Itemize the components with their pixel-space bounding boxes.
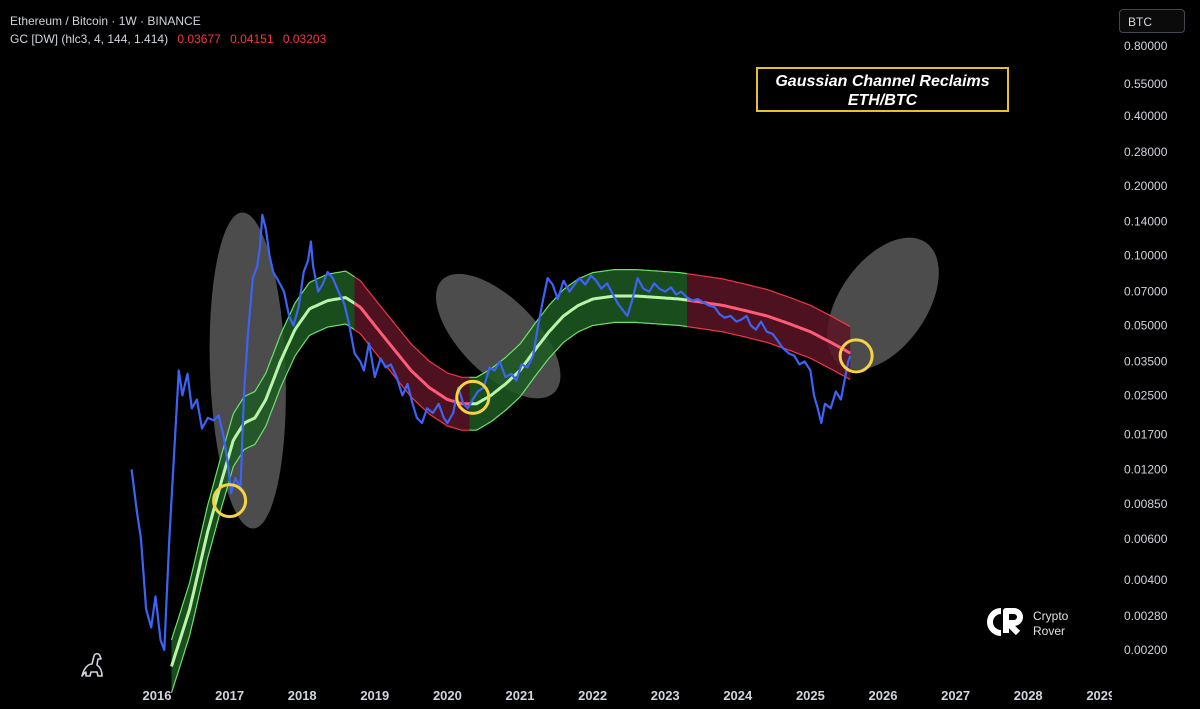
channel-bear-mid-2 bbox=[686, 298, 852, 355]
y-tick-label-17: 0.00280 bbox=[1124, 609, 1168, 623]
channel-bull-lower-2 bbox=[469, 321, 688, 431]
unit-badge[interactable]: BTC bbox=[1119, 9, 1185, 33]
channel-bear-mid-1 bbox=[353, 302, 470, 406]
y-tick-label-7: 0.10000 bbox=[1124, 249, 1168, 263]
x-tick-label-2028: 2028 bbox=[1014, 688, 1043, 703]
symbol-line[interactable]: Ethereum / Bitcoin · 1W · BINANCE bbox=[10, 14, 201, 28]
channel-bull-mid-1 bbox=[170, 296, 356, 667]
channel-bull-band-1 bbox=[171, 271, 355, 693]
x-tick-label-2020: 2020 bbox=[433, 688, 462, 703]
x-tick-label-2029: 2029 bbox=[1086, 688, 1115, 703]
y-tick-label-1: 0.80000 bbox=[1124, 39, 1168, 53]
channel-bear-upper-1 bbox=[354, 276, 470, 378]
y-tick-label-11: 0.02500 bbox=[1124, 388, 1168, 402]
indicator-label: GC [DW] (hlc3, 4, 144, 1.414) bbox=[10, 32, 169, 46]
price-line-layer bbox=[130, 213, 852, 652]
branding-text: Crypto Rover bbox=[1033, 609, 1068, 639]
x-tick-label-2017: 2017 bbox=[215, 688, 244, 703]
x-tick-label-2024: 2024 bbox=[723, 688, 753, 703]
y-tick-label-9: 0.05000 bbox=[1124, 319, 1168, 333]
indicator-line[interactable]: GC [DW] (hlc3, 4, 144, 1.414) 0.03677 0.… bbox=[10, 30, 326, 48]
channel-bear-lower-2 bbox=[686, 326, 851, 381]
x-tick-label-2022: 2022 bbox=[578, 688, 607, 703]
x-tick-label-2025: 2025 bbox=[796, 688, 825, 703]
y-tick-label-13: 0.01200 bbox=[1124, 462, 1168, 476]
x-tick-label-2027: 2027 bbox=[941, 688, 970, 703]
y-tick-label-10: 0.03500 bbox=[1124, 354, 1168, 368]
channel-bull-lower-1 bbox=[170, 323, 355, 693]
highlight-circle-3 bbox=[838, 338, 874, 374]
x-axis[interactable]: 2016 2017 2018 2019 2020 2021 2022 2023 2024 2025… bbox=[143, 688, 1116, 703]
price-line bbox=[130, 213, 852, 652]
channel-bull-mid-2 bbox=[469, 294, 688, 406]
y-tick-label-14: 0.00850 bbox=[1124, 497, 1168, 511]
channel-bull-band-2 bbox=[469, 269, 687, 431]
x-tick-label-2023: 2023 bbox=[651, 688, 680, 703]
gaussian-channel bbox=[170, 269, 852, 693]
y-axis[interactable]: 0.80000 0.55000 0.40000 0.28000 0.20000 0.140… bbox=[1124, 39, 1168, 657]
y-tick-label-2: 0.55000 bbox=[1124, 77, 1168, 91]
highlight-circle-1 bbox=[212, 483, 248, 519]
dinosaur-icon bbox=[81, 652, 103, 677]
highlight-circle-2 bbox=[455, 379, 491, 415]
y-tick-label-15: 0.00600 bbox=[1124, 532, 1168, 546]
y-tick-label-8: 0.07000 bbox=[1124, 285, 1168, 299]
channel-bear-band-2 bbox=[687, 273, 851, 380]
highlight-circles bbox=[212, 338, 874, 519]
crypto-rover-logo-icon bbox=[987, 608, 1023, 636]
y-tick-label-5: 0.20000 bbox=[1124, 179, 1168, 193]
branding-line-2: Rover bbox=[1033, 624, 1066, 638]
indicator-value-upper: 0.04151 bbox=[230, 32, 274, 46]
y-tick-label-3: 0.40000 bbox=[1124, 109, 1168, 123]
highlight-ellipse-3 bbox=[827, 237, 939, 370]
indicator-value-mid: 0.03677 bbox=[177, 32, 221, 46]
x-tick-label-2019: 2019 bbox=[360, 688, 389, 703]
annotation-line-1: Gaussian Channel Reclaims bbox=[775, 73, 990, 90]
channel-bear-band-1 bbox=[354, 276, 470, 431]
channel-bull-upper-1 bbox=[170, 270, 355, 641]
y-tick-label-12: 0.01700 bbox=[1124, 427, 1168, 441]
y-tick-label-6: 0.14000 bbox=[1124, 215, 1168, 229]
x-tick-label-2016: 2016 bbox=[143, 688, 172, 703]
x-tick-label-2026: 2026 bbox=[869, 688, 898, 703]
chart-legend: Ethereum / Bitcoin · 1W · BINANCE GC [DW… bbox=[10, 12, 326, 48]
y-tick-label-4: 0.28000 bbox=[1124, 145, 1168, 159]
y-tick-label-18: 0.00200 bbox=[1124, 643, 1168, 657]
y-tick-label-16: 0.00400 bbox=[1124, 573, 1168, 587]
indicator-value-lower: 0.03203 bbox=[282, 32, 327, 46]
channel-bear-upper-2 bbox=[686, 273, 851, 328]
x-tick-label-2021: 2021 bbox=[506, 688, 535, 703]
x-tick-label-2018: 2018 bbox=[288, 688, 317, 703]
annotation-line-2: ETH/BTC bbox=[847, 92, 918, 109]
branding-line-1: Crypto bbox=[1033, 609, 1069, 623]
annotation-box: Gaussian Channel Reclaims ETH/BTC bbox=[756, 67, 1009, 112]
